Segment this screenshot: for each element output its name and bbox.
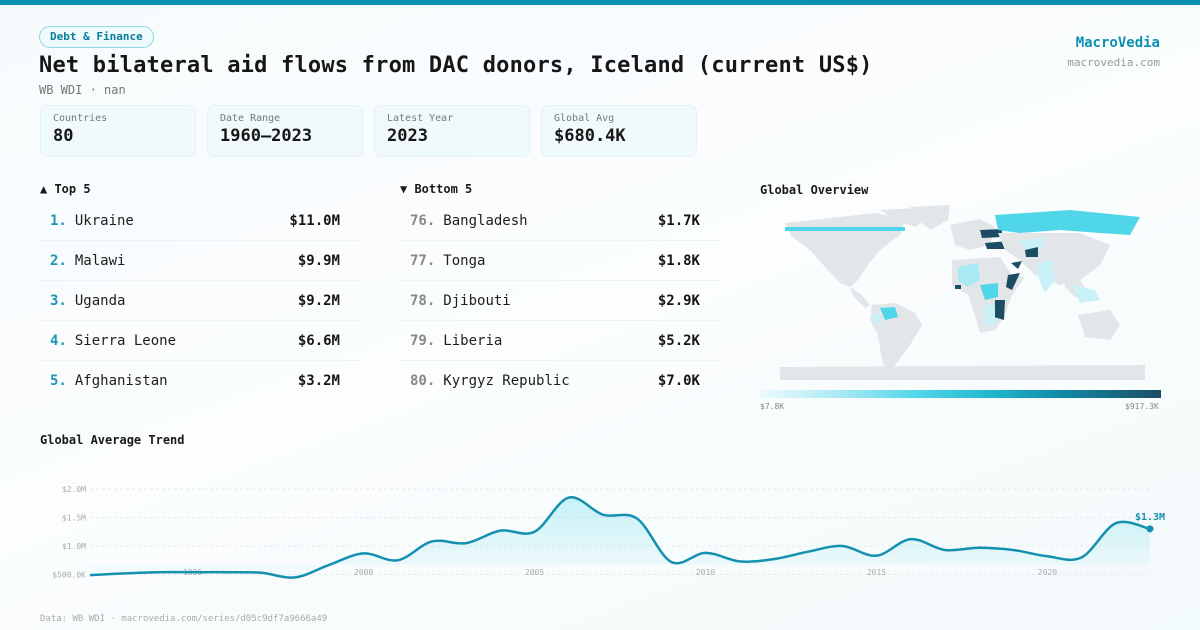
list-item[interactable]: 80. Kyrgyz Republic $7.0K	[400, 361, 720, 401]
country-value: $5.2K	[657, 332, 700, 349]
map-title: Global Overview	[760, 183, 869, 197]
stats-row: Countries 80 Date Range 1960–2023 Latest…	[40, 105, 697, 157]
country-value: $6.6M	[297, 332, 340, 349]
country-name: Ukraine	[74, 212, 134, 229]
list-item[interactable]: 2. Malawi $9.9M	[40, 241, 360, 281]
country-name: Bangladesh	[443, 212, 528, 229]
stat-latest-year: Latest Year 2023	[374, 105, 530, 157]
country-value: $9.2M	[297, 292, 340, 309]
country-value: $1.7K	[657, 212, 700, 229]
country-value: $2.9K	[657, 292, 700, 309]
list-item[interactable]: 1. Ukraine $11.0M	[40, 201, 360, 241]
rank: 78.	[410, 292, 436, 309]
list-item[interactable]: 78. Djibouti $2.9K	[400, 281, 720, 321]
last-value-label: $1.3M	[1135, 512, 1165, 523]
country-name: Uganda	[74, 292, 126, 309]
rank: 2.	[50, 252, 67, 269]
svg-text:2010: 2010	[696, 568, 715, 577]
map-legend-gradient	[760, 390, 1161, 398]
country-name: Tonga	[443, 252, 486, 269]
list-item[interactable]: 76. Bangladesh $1.7K	[400, 201, 720, 241]
stat-global-avg: Global Avg $680.4K	[541, 105, 697, 157]
page-subtitle: WB WDI · nan	[39, 83, 126, 97]
svg-text:$500.0K: $500.0K	[52, 571, 86, 580]
world-choropleth-map[interactable]	[780, 205, 1145, 380]
list-item[interactable]: 79. Liberia $5.2K	[400, 321, 720, 361]
country-value: $9.9M	[297, 252, 340, 269]
legend-min-label: $7.8K	[760, 402, 785, 411]
country-value: $7.0K	[657, 373, 700, 389]
list-item[interactable]: 77. Tonga $1.8K	[400, 241, 720, 281]
trend-area	[90, 497, 1150, 578]
category-tag[interactable]: Debt & Finance	[39, 26, 154, 48]
country-value: $11.0M	[289, 212, 340, 229]
legend-max-label: $917.3K	[1125, 402, 1159, 411]
stat-value: $680.4K	[554, 126, 626, 146]
rank: 76.	[410, 212, 436, 229]
global-average-trend-chart[interactable]: $500.0K$1.0M$1.5M$2.0M 1995 2000 2005 2010 2…	[0, 450, 1200, 580]
trend-line	[89, 496, 1151, 579]
country-name: Djibouti	[443, 292, 511, 309]
stat-value: 2023	[387, 126, 428, 146]
stat-value: 1960–2023	[220, 126, 313, 146]
stat-countries: Countries 80	[40, 105, 196, 157]
trend-title: Global Average Trend	[40, 433, 185, 447]
rank: 5.	[50, 373, 67, 389]
list-item[interactable]: 3. Uganda $9.2M	[40, 281, 360, 321]
country-name: Malawi	[74, 252, 126, 269]
stat-label: Date Range	[220, 113, 281, 124]
rank: 3.	[50, 292, 67, 309]
svg-text:$1.5M: $1.5M	[62, 514, 86, 523]
stat-label: Global Avg	[554, 113, 615, 124]
stat-value: 80	[53, 126, 74, 146]
bottom5-list: 76. Bangladesh $1.7K 77. Tonga $1.8K 78. Djib…	[400, 201, 720, 401]
footer-source: Data: WB WDI · macrovedia.com/series/d05…	[40, 614, 328, 624]
stat-date-range: Date Range 1960–2023	[207, 105, 363, 157]
rank: 79.	[410, 332, 436, 349]
rank: 77.	[410, 252, 436, 269]
y-axis-ticks: $500.0K $1.0M $1.5M $2.0M	[52, 485, 86, 580]
list-item[interactable]: 5. Afghanistan $3.2M	[40, 361, 360, 401]
rank: 4.	[50, 332, 67, 349]
list-item[interactable]: 4. Sierra Leone $6.6M	[40, 321, 360, 361]
country-name: Sierra Leone	[74, 332, 177, 349]
top5-heading: ▲ Top 5	[40, 182, 91, 196]
country-value: $1.8K	[657, 252, 700, 269]
top5-list: 1. Ukraine $11.0M 2. Malawi $9.9M 3. Uganda $9…	[40, 201, 360, 401]
rank: 80.	[410, 373, 436, 389]
top-accent-bar	[0, 0, 1200, 5]
rank: 1.	[50, 212, 67, 229]
last-point-marker	[1146, 525, 1154, 533]
country-name: Liberia	[443, 332, 503, 349]
country-value: $3.2M	[297, 373, 340, 389]
svg-text:2005: 2005	[525, 568, 544, 577]
svg-text:2020: 2020	[1038, 568, 1057, 577]
country-name: Kyrgyz Republic	[443, 373, 570, 389]
brand-name[interactable]: MacroVedia	[1075, 35, 1160, 51]
bottom5-heading: ▼ Bottom 5	[400, 182, 473, 196]
stat-label: Countries	[53, 113, 108, 124]
svg-text:$2.0M: $2.0M	[62, 485, 86, 494]
svg-text:$1.0M: $1.0M	[62, 542, 86, 551]
page-title: Net bilateral aid flows from DAC donors,…	[39, 53, 873, 78]
svg-text:2000: 2000	[354, 568, 373, 577]
brand-url[interactable]: macrovedia.com	[1067, 56, 1160, 69]
stat-label: Latest Year	[387, 113, 454, 124]
country-name: Afghanistan	[74, 373, 168, 389]
svg-text:2015: 2015	[867, 568, 886, 577]
brand: MacroVedia macrovedia.com	[1067, 35, 1160, 69]
